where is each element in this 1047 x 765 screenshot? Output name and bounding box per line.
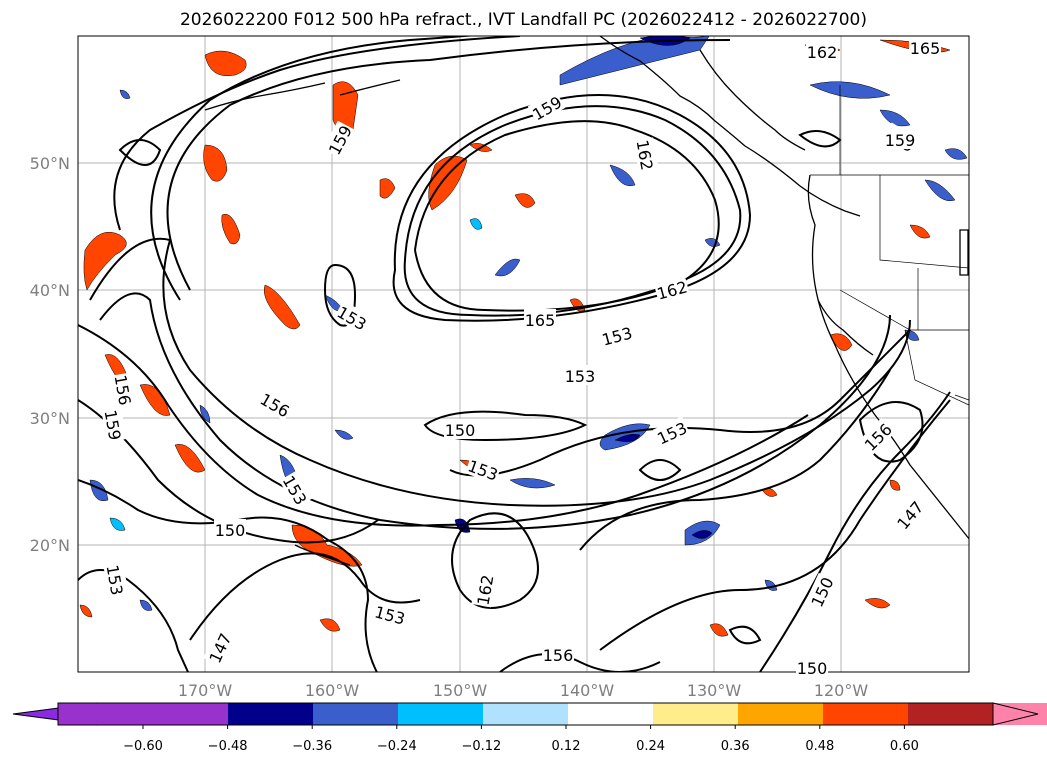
contour-label-bg [652,416,691,448]
contour-label: 150 [797,659,828,678]
contour-label: 150 [215,521,246,540]
contour-label-bg [214,519,246,539]
lat-label-40n: 40°N [30,281,70,300]
contour-label-bg [891,495,928,534]
contour-label-bg [464,454,502,484]
map-title: 2026022200 F012 500 hPa refract., IVT La… [179,10,867,30]
contour-label: 165 [525,311,556,330]
colorbar-segment [908,703,993,725]
contour-label-bg [909,37,941,57]
colorbar-tick-label: −0.24 [377,739,417,754]
colorbar-segment [143,703,228,725]
colorbar-segment [568,703,653,725]
colorbar-segment [58,703,143,725]
colorbar-tick-label: −0.36 [292,739,332,754]
positive-shading [79,39,951,637]
colorbar-segment [653,703,738,725]
gridlines [78,36,969,672]
lat-label-50n: 50°N [30,154,70,173]
lon-label-160w: 160°W [305,681,360,700]
colorbar-tick-label: 0.12 [552,739,581,754]
contour-label-bg [101,407,127,443]
contour-label: 156 [543,646,574,665]
contour-label-bg [103,562,129,598]
contour-label-bg [111,372,137,408]
colorbar-outline [57,702,994,726]
colorbar-tick-label: −0.60 [123,739,163,754]
colorbar-segment [823,703,908,725]
colorbar-tick-label: 0.48 [805,739,834,754]
contour-label-bg [633,137,659,173]
contour-label-bg [322,120,356,159]
colorbar-tick-label: −0.12 [461,739,501,754]
contour-label-bg [527,90,566,124]
contour-label-bg [806,41,838,61]
colorbar-segment [738,703,823,725]
contour-label-bg [279,470,313,509]
colorbar-tick-label: −0.48 [208,739,248,754]
contour-label-bg [524,309,556,329]
colorbar-segment [228,703,313,725]
contour-label: 159 [885,131,916,150]
contour-label-bg [884,129,916,149]
contour-label: 153 [565,367,596,386]
contour-label-bg [372,600,409,628]
contour-label-bg [598,321,635,349]
colorbar-segment [398,703,483,725]
colorbar-tick-label: 0.36 [721,739,750,754]
colorbar-tick-label: 0.24 [636,739,665,754]
contour-label-bg [858,417,896,455]
lon-label-130w: 130°W [687,681,742,700]
lat-label-20n: 20°N [30,536,70,555]
map-frame [78,36,969,672]
contour-label-bg [444,419,476,439]
colorbar-segment [483,703,568,725]
contour-label-bg [203,628,235,667]
colorbar: −0.60 −0.48 −0.36 −0.24 −0.12 0.12 0.24 0.36 0.4… [12,702,1047,754]
contour-label-bg [256,387,295,421]
contour-label-bg [542,644,574,664]
colorbar-segment [313,703,398,725]
colorbar-tick-label: 0.60 [890,739,919,754]
contours [78,36,951,672]
lon-label-170w: 170°W [178,681,233,700]
lat-label-30n: 30°N [30,409,70,428]
contour-label-bg [564,365,596,385]
contour-label-bg [653,275,690,303]
contour-label: 162 [807,43,838,62]
lon-label-140w: 140°W [560,681,615,700]
lon-label-150w: 150°W [433,681,488,700]
contour-label-bg [796,657,828,677]
contour-label: 165 [910,39,941,58]
contour-label-bg [471,572,497,608]
contour-label: 150 [445,421,476,440]
lon-label-120w: 120°W [814,681,869,700]
contour-label-bg [805,572,837,611]
contour-label-bg [333,300,372,334]
map-border [77,35,970,673]
